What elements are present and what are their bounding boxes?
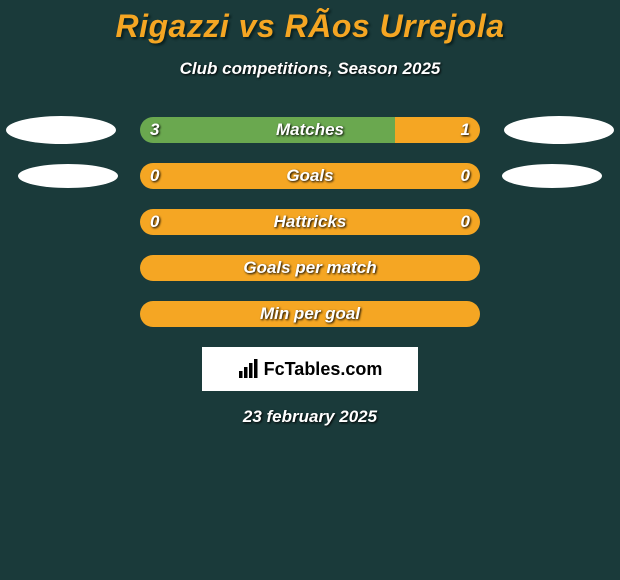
logo: FcTables.com	[238, 359, 383, 380]
left-marker-icon	[6, 116, 116, 144]
stat-left-value: 0	[150, 209, 159, 235]
stat-row: Goals per match	[0, 255, 620, 281]
stat-bar: Goals0 0	[140, 163, 480, 189]
logo-text: FcTables.com	[264, 359, 383, 380]
stat-bar: Matches3 1	[140, 117, 480, 143]
stat-label: Goals	[140, 163, 480, 189]
stat-bar: Hattricks0 0	[140, 209, 480, 235]
logo-box: FcTables.com	[202, 347, 418, 391]
stat-right-value: 0	[461, 163, 470, 189]
stat-label: Matches	[140, 117, 480, 143]
stat-label: Hattricks	[140, 209, 480, 235]
left-marker-icon	[18, 164, 118, 188]
date-text: 23 february 2025	[0, 407, 620, 427]
stat-row: Hattricks0 0	[0, 209, 620, 235]
stat-bar: Goals per match	[140, 255, 480, 281]
stat-row: Matches3 1	[0, 117, 620, 143]
chart-icon	[238, 359, 260, 379]
comparison-infographic: Rigazzi vs RÃ­os Urrejola Club competiti…	[0, 0, 620, 427]
page-subtitle: Club competitions, Season 2025	[0, 59, 620, 79]
stat-rows: Matches31Goals00Hattricks00Goals per mat…	[0, 117, 620, 327]
stat-label: Goals per match	[140, 255, 480, 281]
right-marker-icon	[504, 116, 614, 144]
page-title: Rigazzi vs RÃ­os Urrejola	[0, 8, 620, 45]
stat-label: Min per goal	[140, 301, 480, 327]
stat-row: Min per goal	[0, 301, 620, 327]
right-marker-icon	[502, 164, 602, 188]
stat-row: Goals0 0	[0, 163, 620, 189]
stat-right-value: 0	[461, 209, 470, 235]
stat-left-value: 3	[150, 117, 159, 143]
stat-left-value: 0	[150, 163, 159, 189]
stat-right-value: 1	[461, 117, 470, 143]
stat-bar: Min per goal	[140, 301, 480, 327]
